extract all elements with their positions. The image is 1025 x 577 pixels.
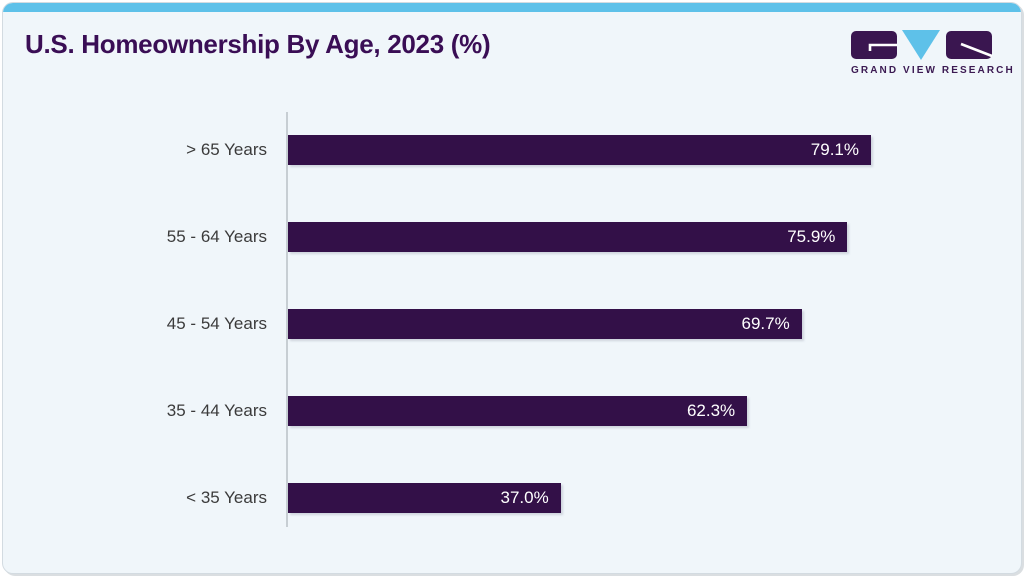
plot-area: 79.1% [288, 134, 1014, 165]
chart-row: 35 - 44 Years 62.3% [3, 367, 1021, 454]
category-label: 55 - 64 Years [166, 226, 267, 246]
gvr-logo-icon [851, 30, 993, 60]
header: U.S. Homeownership By Age, 2023 (%) GRAN… [3, 12, 1021, 76]
grand-view-research-logo: GRAND VIEW RESEARCH [851, 29, 1015, 76]
category-label: 45 - 54 Years [166, 313, 267, 333]
value-label: 69.7% [741, 313, 790, 333]
value-label: 79.1% [810, 139, 859, 159]
plot-area: 75.9% [288, 221, 1014, 252]
bar: 69.7% [288, 308, 802, 339]
category-label: 35 - 44 Years [166, 400, 267, 420]
chart-row: < 35 Years 37.0% [3, 454, 1021, 541]
bar: 79.1% [288, 134, 871, 165]
plot-area: 62.3% [288, 395, 1014, 426]
value-label: 37.0% [500, 487, 549, 507]
chart-title: U.S. Homeownership By Age, 2023 (%) [25, 29, 491, 59]
accent-top-strip [3, 3, 1021, 12]
category-label: > 65 Years [186, 139, 267, 159]
category-label: < 35 Years [186, 487, 267, 507]
logo-text: GRAND VIEW RESEARCH [851, 65, 1015, 76]
bar: 75.9% [288, 221, 848, 252]
bar: 62.3% [288, 395, 748, 426]
plot-area: 37.0% [288, 482, 1014, 513]
chart-rows: > 65 Years 79.1% 55 - 64 Years 75.9% 45 - 54… [3, 106, 1021, 541]
plot-area: 69.7% [288, 308, 1014, 339]
chart-row: > 65 Years 79.1% [3, 106, 1021, 193]
value-label: 62.3% [686, 400, 736, 420]
chart-row: 55 - 64 Years 75.9% [3, 193, 1021, 280]
y-axis-line [286, 112, 288, 527]
chart-row: 45 - 54 Years 69.7% [3, 280, 1021, 367]
value-label: 75.9% [787, 226, 836, 246]
bar-chart: > 65 Years 79.1% 55 - 64 Years 75.9% 45 - 54… [3, 106, 1021, 541]
bar: 37.0% [288, 482, 561, 513]
